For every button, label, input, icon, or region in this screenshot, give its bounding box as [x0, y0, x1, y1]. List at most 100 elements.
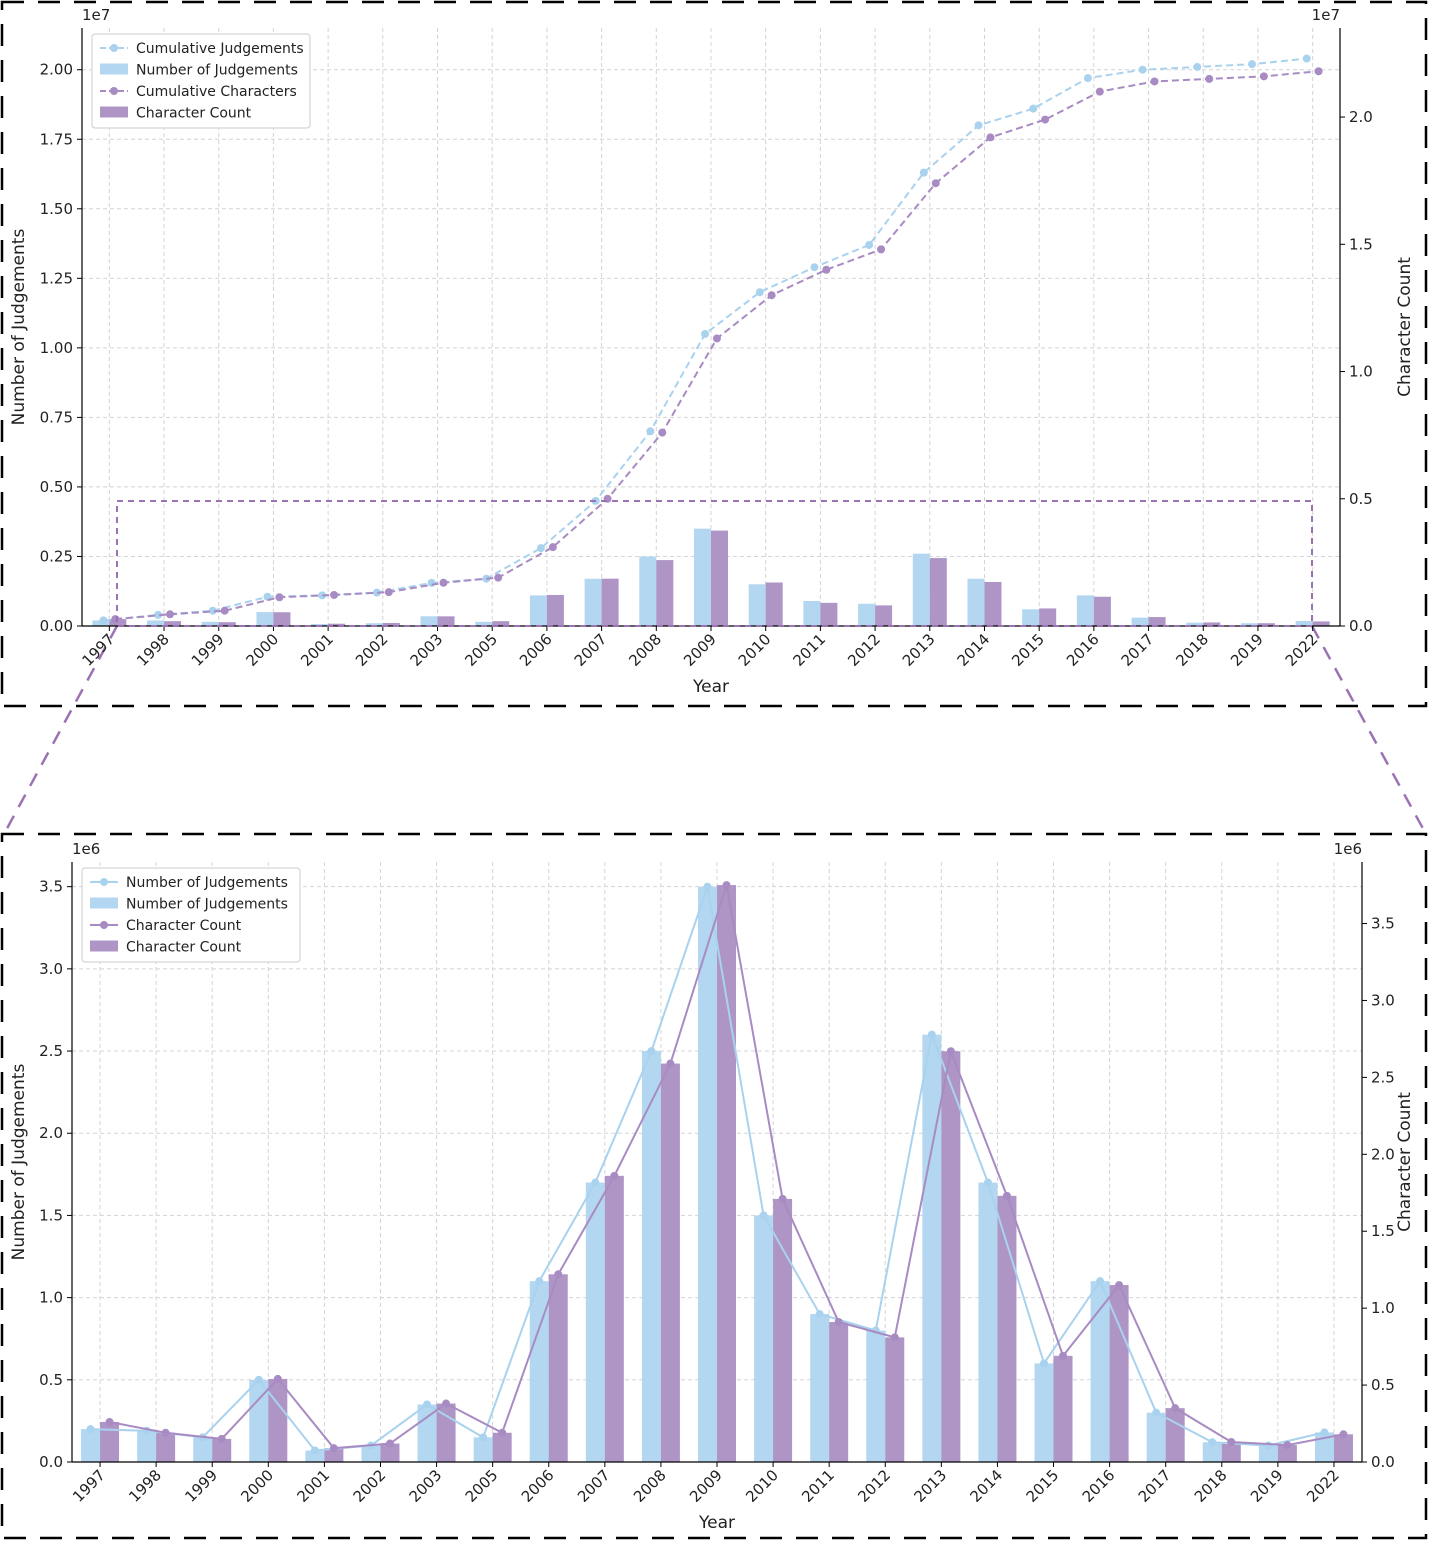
legend: Number of Judgements Number of Judgements… — [81, 867, 301, 963]
bar-number-of-judgements — [694, 528, 711, 626]
point-cumulative-characters — [1205, 74, 1214, 83]
legend-marker — [100, 921, 108, 929]
point-cumulative-judgements — [919, 168, 928, 177]
point-number-of-judgements — [535, 1277, 544, 1286]
y2-tick-label: 2.0 — [1349, 108, 1373, 126]
legend-label: Cumulative Judgements — [136, 41, 304, 57]
point-character-count — [442, 1399, 451, 1408]
bar-number-of-judgements — [1295, 620, 1313, 626]
x-tick-label: 2003 — [407, 630, 447, 670]
bar-number-of-judgements — [249, 1379, 269, 1462]
x-tick-label: 2019 — [1227, 630, 1267, 670]
x-tick-label: 2006 — [516, 630, 556, 670]
point-cumulative-characters — [330, 590, 339, 599]
point-character-count — [1283, 1441, 1292, 1450]
y-tick-label: 3.5 — [39, 878, 63, 896]
bar-character-count — [929, 558, 947, 626]
x-tick-label: 2022 — [1303, 1466, 1343, 1506]
y2-tick-label: 1.0 — [1371, 1299, 1395, 1317]
point-cumulative-judgements — [1193, 62, 1202, 71]
point-cumulative-characters — [1314, 67, 1323, 76]
bar-character-count — [1053, 1355, 1073, 1462]
point-character-count — [1171, 1404, 1180, 1413]
legend-swatch — [90, 940, 118, 952]
y-tick-label: 1.25 — [40, 269, 73, 287]
point-character-count — [1115, 1281, 1124, 1290]
y-tick-label: 0.0 — [39, 1453, 63, 1471]
bar-character-count — [1148, 617, 1166, 626]
y-tick-label: 1.0 — [39, 1289, 63, 1307]
legend-label: Character Count — [136, 106, 252, 122]
x-tick-label: 2012 — [844, 630, 884, 670]
point-character-count — [161, 1428, 170, 1437]
y-tick-label: 0.75 — [40, 408, 73, 426]
point-cumulative-judgements — [208, 606, 217, 615]
point-cumulative-characters — [877, 245, 886, 254]
point-number-of-judgements — [1040, 1359, 1049, 1368]
x-tick-label: 2009 — [680, 630, 720, 670]
point-number-of-judgements — [647, 1047, 656, 1056]
point-cumulative-judgements — [1029, 104, 1038, 113]
bar-character-count — [875, 605, 893, 626]
y-tick-label: 0.25 — [40, 547, 73, 565]
bar-character-count — [218, 622, 236, 626]
x-tick-label: 2015 — [1023, 1466, 1063, 1506]
x-axis-title: Year — [692, 677, 729, 697]
point-cumulative-judgements — [646, 427, 655, 436]
bar-number-of-judgements — [1131, 617, 1149, 626]
bar-character-count — [164, 621, 182, 626]
point-cumulative-characters — [494, 573, 503, 582]
legend-swatch — [90, 897, 118, 909]
bar-character-count — [1221, 1442, 1241, 1462]
x-tick-label: 2007 — [574, 1466, 614, 1506]
point-number-of-judgements — [86, 1425, 95, 1434]
bar-character-count — [717, 885, 736, 1462]
point-number-of-judgements — [1096, 1277, 1105, 1286]
point-cumulative-judgements — [1302, 54, 1311, 63]
x-tick-label: 1999 — [188, 630, 228, 670]
bar-number-of-judgements — [585, 1182, 605, 1462]
bar-character-count — [1333, 1434, 1353, 1462]
bar-character-count — [660, 1063, 680, 1462]
bar-character-count — [773, 1198, 793, 1462]
bar-character-count — [829, 1322, 849, 1462]
point-number-of-judgements — [591, 1178, 600, 1187]
x-tick-label: 2002 — [350, 1466, 390, 1506]
y-tick-label: 3.0 — [39, 960, 63, 978]
legend-marker — [110, 87, 118, 95]
x-tick-label: 2013 — [910, 1466, 950, 1506]
point-character-count — [946, 1047, 955, 1056]
x-tick-label: 2006 — [518, 1466, 558, 1506]
bar-number-of-judgements — [810, 1314, 830, 1462]
point-character-count — [1059, 1351, 1068, 1360]
point-cumulative-characters — [439, 578, 448, 587]
bar-character-count — [997, 1195, 1017, 1462]
y-tick-label: 0.00 — [40, 617, 73, 635]
bar-number-of-judgements — [858, 603, 876, 626]
bar-character-count — [492, 621, 510, 626]
bar-number-of-judgements — [922, 1034, 942, 1462]
y2-axis-title: Character Count — [1395, 257, 1415, 397]
point-character-count — [217, 1434, 226, 1443]
bar-character-count — [604, 1175, 624, 1462]
bar-number-of-judgements — [529, 595, 547, 626]
bar-character-count — [1312, 621, 1330, 626]
bar-character-count — [437, 616, 455, 626]
legend-label: Number of Judgements — [136, 63, 298, 79]
cumulative-chart: 1997 1998 1999 2000 2001 2002 2003 2005 2006 2007… — [9, 6, 1415, 697]
y-tick-label: 1.75 — [40, 130, 73, 148]
bar-number-of-judgements — [193, 1437, 213, 1462]
point-cumulative-characters — [548, 543, 557, 552]
bar-character-count — [885, 1337, 905, 1462]
point-cumulative-characters — [986, 133, 995, 142]
bar-character-count — [1257, 623, 1275, 626]
bar-character-count — [820, 602, 838, 626]
x-tick-label: 2005 — [461, 630, 501, 670]
y2-tick-label: 1.5 — [1349, 235, 1373, 253]
point-number-of-judgements — [479, 1433, 488, 1442]
legend-marker — [100, 878, 108, 886]
bar-number-of-judgements — [147, 620, 165, 626]
x-tick-label: 2003 — [406, 1466, 446, 1506]
bar-character-count — [984, 581, 1002, 626]
